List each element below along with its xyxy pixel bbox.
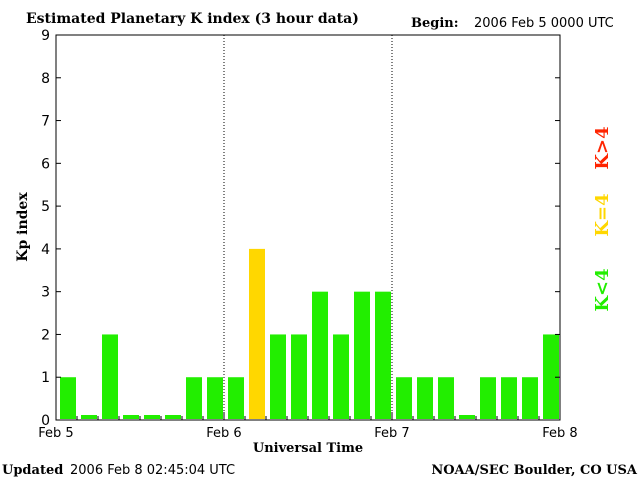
y-tick-label: 3 <box>41 285 50 301</box>
kp-bar <box>60 377 76 419</box>
kp-bar <box>123 415 139 419</box>
y-tick-label: 6 <box>41 156 50 172</box>
kp-bar <box>501 377 517 419</box>
y-axis: 0 1 2 3 4 5 6 7 8 9 <box>41 28 560 429</box>
begin-value: 2006 Feb 5 0000 UTC <box>474 16 614 31</box>
x-tick-label: Feb 5 <box>38 426 73 441</box>
credit-text: NOAA/SEC Boulder, CO USA <box>431 463 638 478</box>
y-tick-label: 8 <box>41 71 50 87</box>
kp-bar <box>522 377 538 419</box>
kp-bar <box>417 377 433 419</box>
kp-bar <box>438 377 454 419</box>
updated-label: Updated <box>2 463 63 478</box>
kp-bar <box>291 334 307 419</box>
x-axis-label: Universal Time <box>253 441 363 456</box>
x-tick-label: Feb 6 <box>206 426 241 441</box>
updated-value: 2006 Feb 8 02:45:04 UTC <box>70 463 235 478</box>
kp-bar <box>459 415 475 419</box>
kp-bar <box>144 415 160 419</box>
kp-bar <box>354 291 370 419</box>
kp-bar <box>543 334 559 419</box>
legend-entry: K=4 <box>592 193 613 236</box>
bars <box>60 248 559 419</box>
x-tick-label: Feb 8 <box>542 426 577 441</box>
kp-bar <box>312 291 328 419</box>
plot-frame <box>55 34 561 421</box>
y-tick-label: 1 <box>41 370 50 386</box>
y-tick-label: 5 <box>41 199 50 215</box>
legend-entry: K<4 <box>592 268 613 311</box>
kp-bar <box>228 377 244 419</box>
kp-bar <box>249 248 265 419</box>
kp-bar <box>186 377 202 419</box>
y-tick-label: 4 <box>41 242 50 258</box>
y-tick-label: 7 <box>41 114 50 130</box>
y-axis-label: Kp index <box>15 192 31 262</box>
kp-bar <box>480 377 496 419</box>
begin-label: Begin: <box>411 16 459 31</box>
legend-entry: K>4 <box>592 126 613 169</box>
day-dividers <box>223 35 393 420</box>
kp-bar <box>333 334 349 419</box>
kp-bar <box>165 415 181 419</box>
x-tick-label: Feb 7 <box>374 426 409 441</box>
y-tick-label: 9 <box>41 28 50 44</box>
kp-bar <box>375 291 391 419</box>
kp-bar <box>270 334 286 419</box>
x-axis: Feb 5 Feb 6 Feb 7 Feb 8 <box>38 412 578 441</box>
kp-bar <box>396 377 412 419</box>
y-tick-label: 0 <box>41 413 50 429</box>
legend: K>4 K=4 K<4 <box>592 126 613 311</box>
kp-bar <box>102 334 118 419</box>
plot-area: 0 1 2 3 4 5 6 7 8 9 Feb 5 Feb 6 Feb 7 Feb 8 <box>38 28 577 441</box>
y-tick-label: 2 <box>41 327 50 343</box>
kp-bar <box>207 377 223 419</box>
kp-bar <box>81 415 97 419</box>
chart-title: Estimated Planetary K index (3 hour data… <box>26 11 359 27</box>
